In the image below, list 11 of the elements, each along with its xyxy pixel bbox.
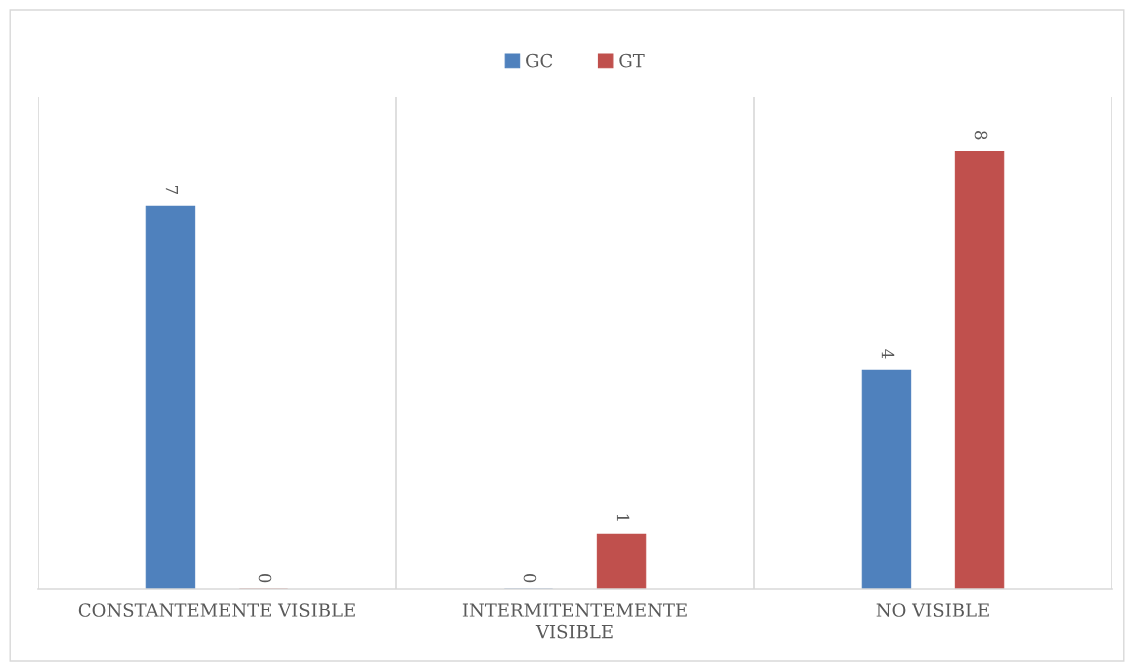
data-label: 1	[616, 514, 630, 521]
x-tick-label: NO VISIBLE	[876, 603, 989, 617]
data-label: 0	[258, 573, 272, 583]
x-tick-label: CONSTANTEMENTE VISIBLE	[78, 603, 355, 617]
x-tick-label: INTERMITENTEMENTE VISIBLE	[462, 603, 687, 639]
data-label: 8	[974, 131, 988, 140]
legend-label: GT	[619, 53, 645, 68]
legend-label: GC	[526, 53, 553, 68]
data-label: 0	[523, 573, 537, 583]
data-label: 7	[165, 186, 179, 195]
data-label: 4	[881, 349, 895, 359]
